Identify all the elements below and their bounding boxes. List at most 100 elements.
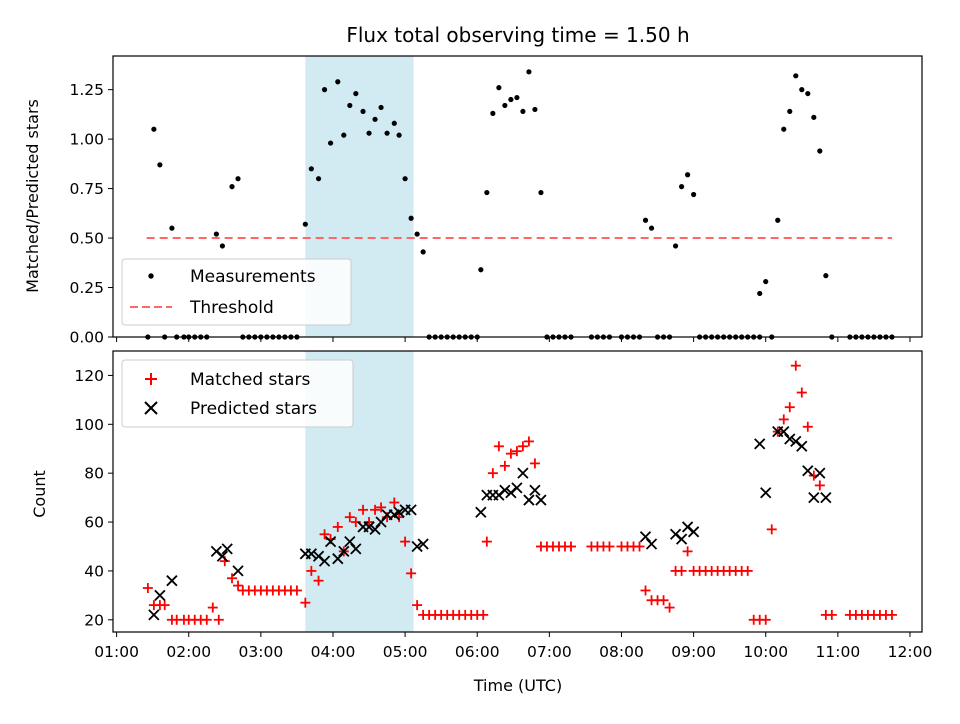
x-tick-label: 05:00 bbox=[383, 643, 428, 661]
matched-star-point bbox=[676, 565, 687, 576]
bottom-y-axis-label: Count bbox=[30, 470, 49, 518]
measurement-point bbox=[420, 249, 426, 255]
predicted-star-point bbox=[375, 516, 387, 528]
top-legend-box bbox=[121, 258, 352, 326]
matched-star-point bbox=[487, 468, 498, 479]
measurement-point bbox=[321, 87, 328, 93]
matched-star-point bbox=[364, 517, 375, 528]
measurement-point bbox=[414, 231, 420, 237]
matched-star-point bbox=[505, 448, 516, 459]
matched-star-point bbox=[499, 460, 510, 471]
measurement-point bbox=[157, 162, 163, 168]
predicted-star-point bbox=[405, 504, 417, 516]
x-tick-label: 04:00 bbox=[311, 643, 356, 661]
matched-star-point bbox=[511, 446, 522, 457]
predicted-star-point bbox=[475, 506, 487, 518]
predicted-star-point bbox=[350, 543, 362, 555]
matched-star-point bbox=[790, 360, 801, 371]
matched-star-point bbox=[760, 614, 771, 625]
measurement-point bbox=[402, 176, 408, 182]
matched-star-point bbox=[313, 575, 324, 586]
matched-star-point bbox=[529, 458, 540, 469]
predicted-star-point bbox=[411, 540, 423, 553]
x-tick-label: 02:00 bbox=[166, 643, 211, 661]
predicted-star-point bbox=[499, 484, 511, 496]
predicted-star-point bbox=[318, 555, 331, 567]
measurement-point bbox=[763, 278, 769, 285]
matched-star-point bbox=[159, 600, 170, 611]
top-panel: 0.00 0.25 0.50 0.75 1.00 1.25 Matched/Predict… bbox=[23, 55, 923, 347]
matched-star-point bbox=[886, 609, 897, 620]
matched-star-point bbox=[213, 614, 224, 625]
legend-predicted-marker bbox=[144, 401, 158, 415]
matched-star-point bbox=[142, 583, 153, 594]
predicted-star-point bbox=[232, 565, 244, 577]
matched-star-point bbox=[406, 568, 417, 579]
measurement-point bbox=[378, 104, 384, 111]
measurement-point bbox=[691, 191, 697, 198]
y-tick-label: 0.50 bbox=[69, 230, 104, 248]
matched-star-point bbox=[814, 480, 825, 491]
measurement-point bbox=[793, 73, 799, 79]
matched-star-point bbox=[389, 497, 400, 508]
measurement-point bbox=[151, 126, 157, 132]
measurement-point bbox=[219, 243, 225, 249]
measurement-point bbox=[478, 267, 484, 273]
predicted-star-point bbox=[687, 526, 700, 538]
measurement-point bbox=[811, 114, 817, 120]
measurement-point bbox=[532, 106, 538, 113]
measurement-point bbox=[490, 110, 496, 116]
predicted-star-point bbox=[802, 465, 814, 477]
matched-star-point bbox=[565, 541, 576, 552]
matched-star-point bbox=[344, 512, 355, 523]
matched-star-point bbox=[291, 585, 302, 596]
matched-star-point bbox=[658, 595, 669, 606]
measurement-point bbox=[684, 172, 691, 178]
measurement-point bbox=[366, 130, 372, 136]
predicted-star-point bbox=[338, 545, 350, 558]
x-tick-label: 12:00 bbox=[888, 643, 933, 661]
matched-star-point bbox=[201, 614, 212, 625]
measurement-point bbox=[672, 243, 679, 249]
measurement-point bbox=[308, 166, 314, 172]
predicted-star-point bbox=[363, 521, 375, 533]
measurement-point bbox=[484, 189, 490, 196]
matched-star-point bbox=[376, 502, 387, 513]
measurement-point bbox=[235, 176, 241, 182]
x-tick-label: 08:00 bbox=[599, 643, 644, 661]
y-tick-label: 120 bbox=[74, 367, 104, 385]
measurement-point bbox=[678, 184, 685, 190]
predicted-star-point bbox=[760, 487, 772, 499]
measurement-point bbox=[347, 102, 353, 109]
matched-star-point bbox=[523, 436, 534, 447]
measurement-point bbox=[799, 87, 805, 93]
x-tick-label: 03:00 bbox=[239, 643, 284, 661]
predicted-star-point bbox=[511, 482, 523, 494]
measurement-point bbox=[396, 132, 402, 138]
bottom-panel: 20 40 60 80 100 120 01:00 02:00 03:00 04:00 05:00 0… bbox=[30, 350, 933, 695]
predicted-star-point bbox=[808, 491, 820, 504]
y-tick-label: 0.75 bbox=[69, 180, 104, 198]
bottom-legend-box bbox=[121, 359, 354, 428]
legend-measurements-label: Measurements bbox=[190, 267, 316, 287]
measurement-point bbox=[781, 126, 787, 132]
measurement-point bbox=[757, 290, 763, 297]
x-tick-label: 09:00 bbox=[671, 643, 716, 661]
measurement-point bbox=[353, 90, 359, 97]
measurement-point bbox=[335, 79, 341, 85]
predicted-star-point bbox=[778, 425, 790, 438]
matched-star-point bbox=[233, 580, 244, 591]
x-tick-label: 07:00 bbox=[527, 643, 572, 661]
measurement-point bbox=[514, 94, 520, 101]
matched-star-point bbox=[778, 414, 789, 425]
predicted-star-point bbox=[324, 535, 337, 548]
matched-star-point bbox=[802, 421, 813, 432]
predicted-star-point bbox=[417, 538, 429, 550]
predicted-star-point bbox=[332, 553, 344, 565]
measurement-point bbox=[360, 108, 366, 115]
predicted-star-point bbox=[796, 440, 808, 452]
measurement-point bbox=[787, 108, 793, 115]
legend-threshold-label: Threshold bbox=[189, 298, 274, 318]
predicted-star-point bbox=[523, 494, 535, 506]
